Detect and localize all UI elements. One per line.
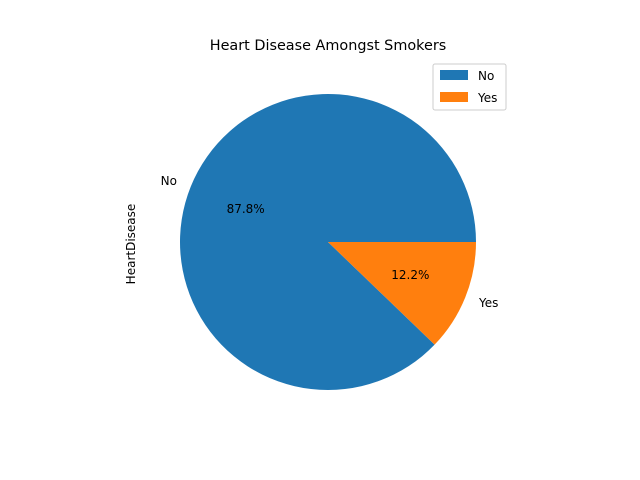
slice-percent-yes: 12.2% — [391, 268, 429, 282]
pie-slice-no — [179, 94, 477, 391]
legend: No Yes — [432, 63, 507, 111]
pie-slices — [179, 94, 477, 391]
legend-swatch-no — [440, 70, 468, 80]
pie-labels: No 87.8% Yes 12.2% — [161, 174, 499, 310]
legend-label-no: No — [478, 69, 494, 83]
legend-label-yes: Yes — [477, 91, 497, 105]
y-axis-label: HeartDisease — [124, 204, 138, 285]
slice-percent-no: 87.8% — [227, 202, 265, 216]
slice-label-no: No — [161, 174, 177, 188]
slice-label-yes: Yes — [478, 296, 498, 310]
pie-slice-yes — [328, 242, 476, 345]
legend-swatch-yes — [440, 92, 468, 102]
chart-title: Heart Disease Amongst Smokers — [210, 38, 446, 54]
